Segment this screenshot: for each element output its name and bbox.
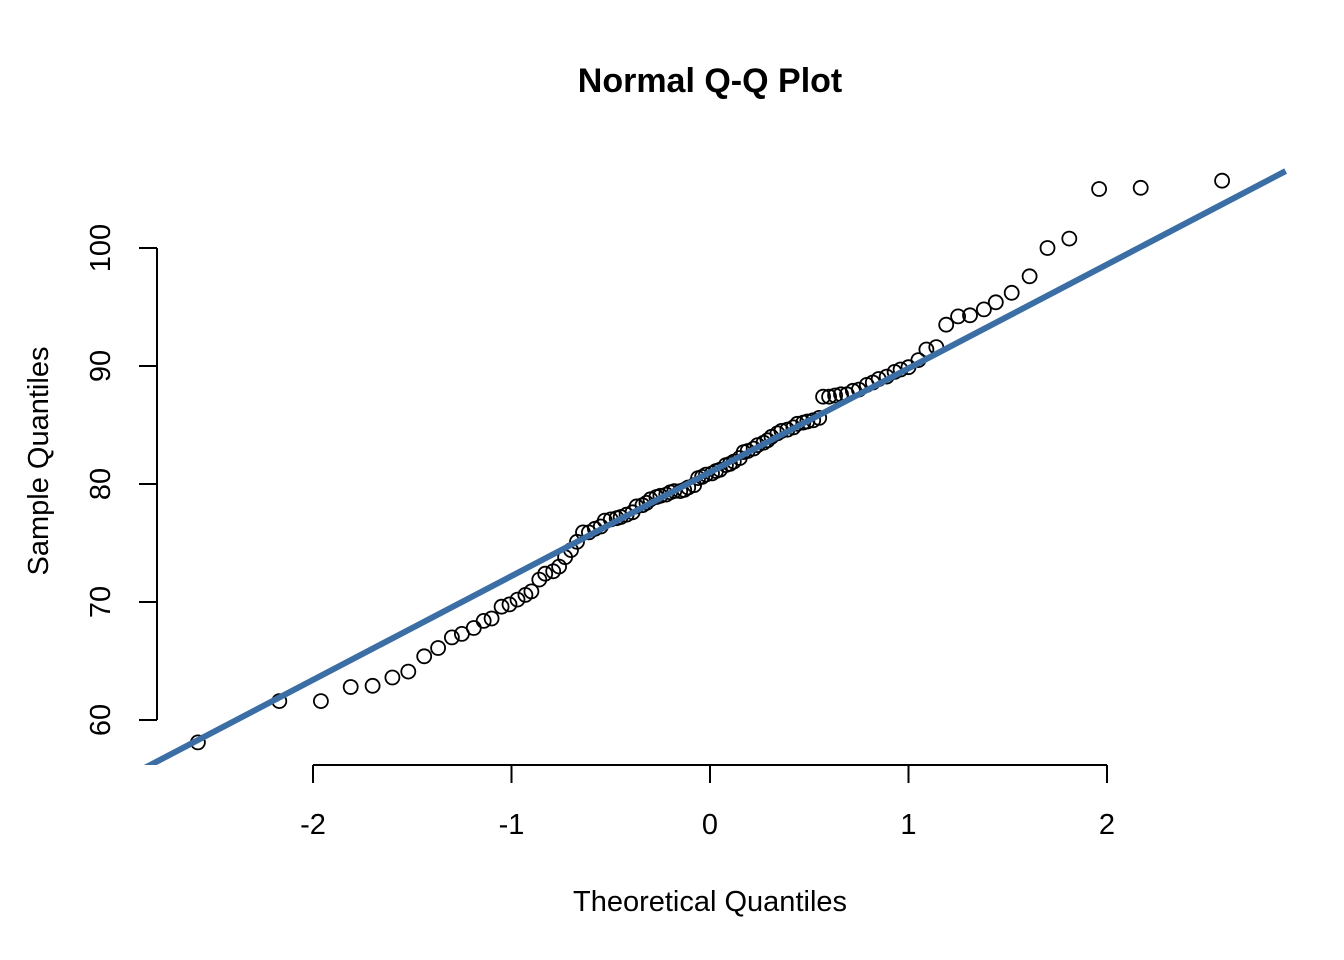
data-point: [430, 640, 447, 656]
data-point: [1091, 181, 1107, 197]
x-axis: -2 -1 0 1 2: [300, 764, 1115, 841]
x-tick-label: -2: [300, 809, 326, 841]
data-point: [1132, 179, 1149, 196]
data-point: [1039, 240, 1056, 256]
data-point: [400, 663, 417, 680]
data-point: [537, 565, 554, 582]
x-tick-label: 0: [702, 809, 718, 841]
data-point: [950, 308, 966, 325]
data-point: [493, 598, 510, 615]
data-point: [523, 583, 540, 600]
data-point: [962, 307, 978, 324]
data-point: [1214, 172, 1230, 189]
y-tick-label: 90: [85, 350, 117, 382]
x-axis-label: Theoretical Quantiles: [573, 886, 847, 918]
data-point: [475, 613, 492, 629]
data-point: [416, 648, 433, 665]
data-point: [443, 629, 460, 646]
data-point: [384, 669, 401, 686]
data-point: [501, 596, 518, 613]
data-point: [976, 301, 992, 318]
data-point: [483, 610, 500, 627]
data-point: [821, 388, 837, 405]
x-tick-label: -1: [499, 809, 525, 841]
data-point: [938, 316, 955, 333]
data-point: [1021, 268, 1038, 285]
data-point: [531, 571, 548, 588]
reference-line: [143, 168, 1288, 765]
data-point: [364, 677, 381, 694]
data-point: [342, 679, 359, 695]
data-point: [312, 693, 329, 709]
x-tick-label: 2: [1099, 809, 1115, 841]
y-axis: 60 70 80 90 100: [85, 224, 158, 736]
data-point: [465, 620, 482, 636]
data-point: [827, 387, 843, 404]
reference-line-group: [143, 168, 1288, 765]
data-point: [1003, 284, 1020, 301]
y-tick-label: 80: [85, 468, 117, 500]
y-tick-label: 70: [85, 586, 117, 618]
data-point: [815, 388, 831, 405]
y-axis-label: Sample Quantiles: [23, 347, 55, 576]
data-point: [509, 591, 526, 608]
data-point: [987, 294, 1004, 311]
y-tick-label: 60: [85, 704, 117, 736]
data-point: [799, 413, 816, 430]
chart-title: Normal Q-Q Plot: [578, 62, 842, 100]
data-point: [1061, 230, 1078, 247]
x-tick-label: 1: [900, 809, 916, 841]
y-tick-label: 100: [85, 224, 117, 272]
